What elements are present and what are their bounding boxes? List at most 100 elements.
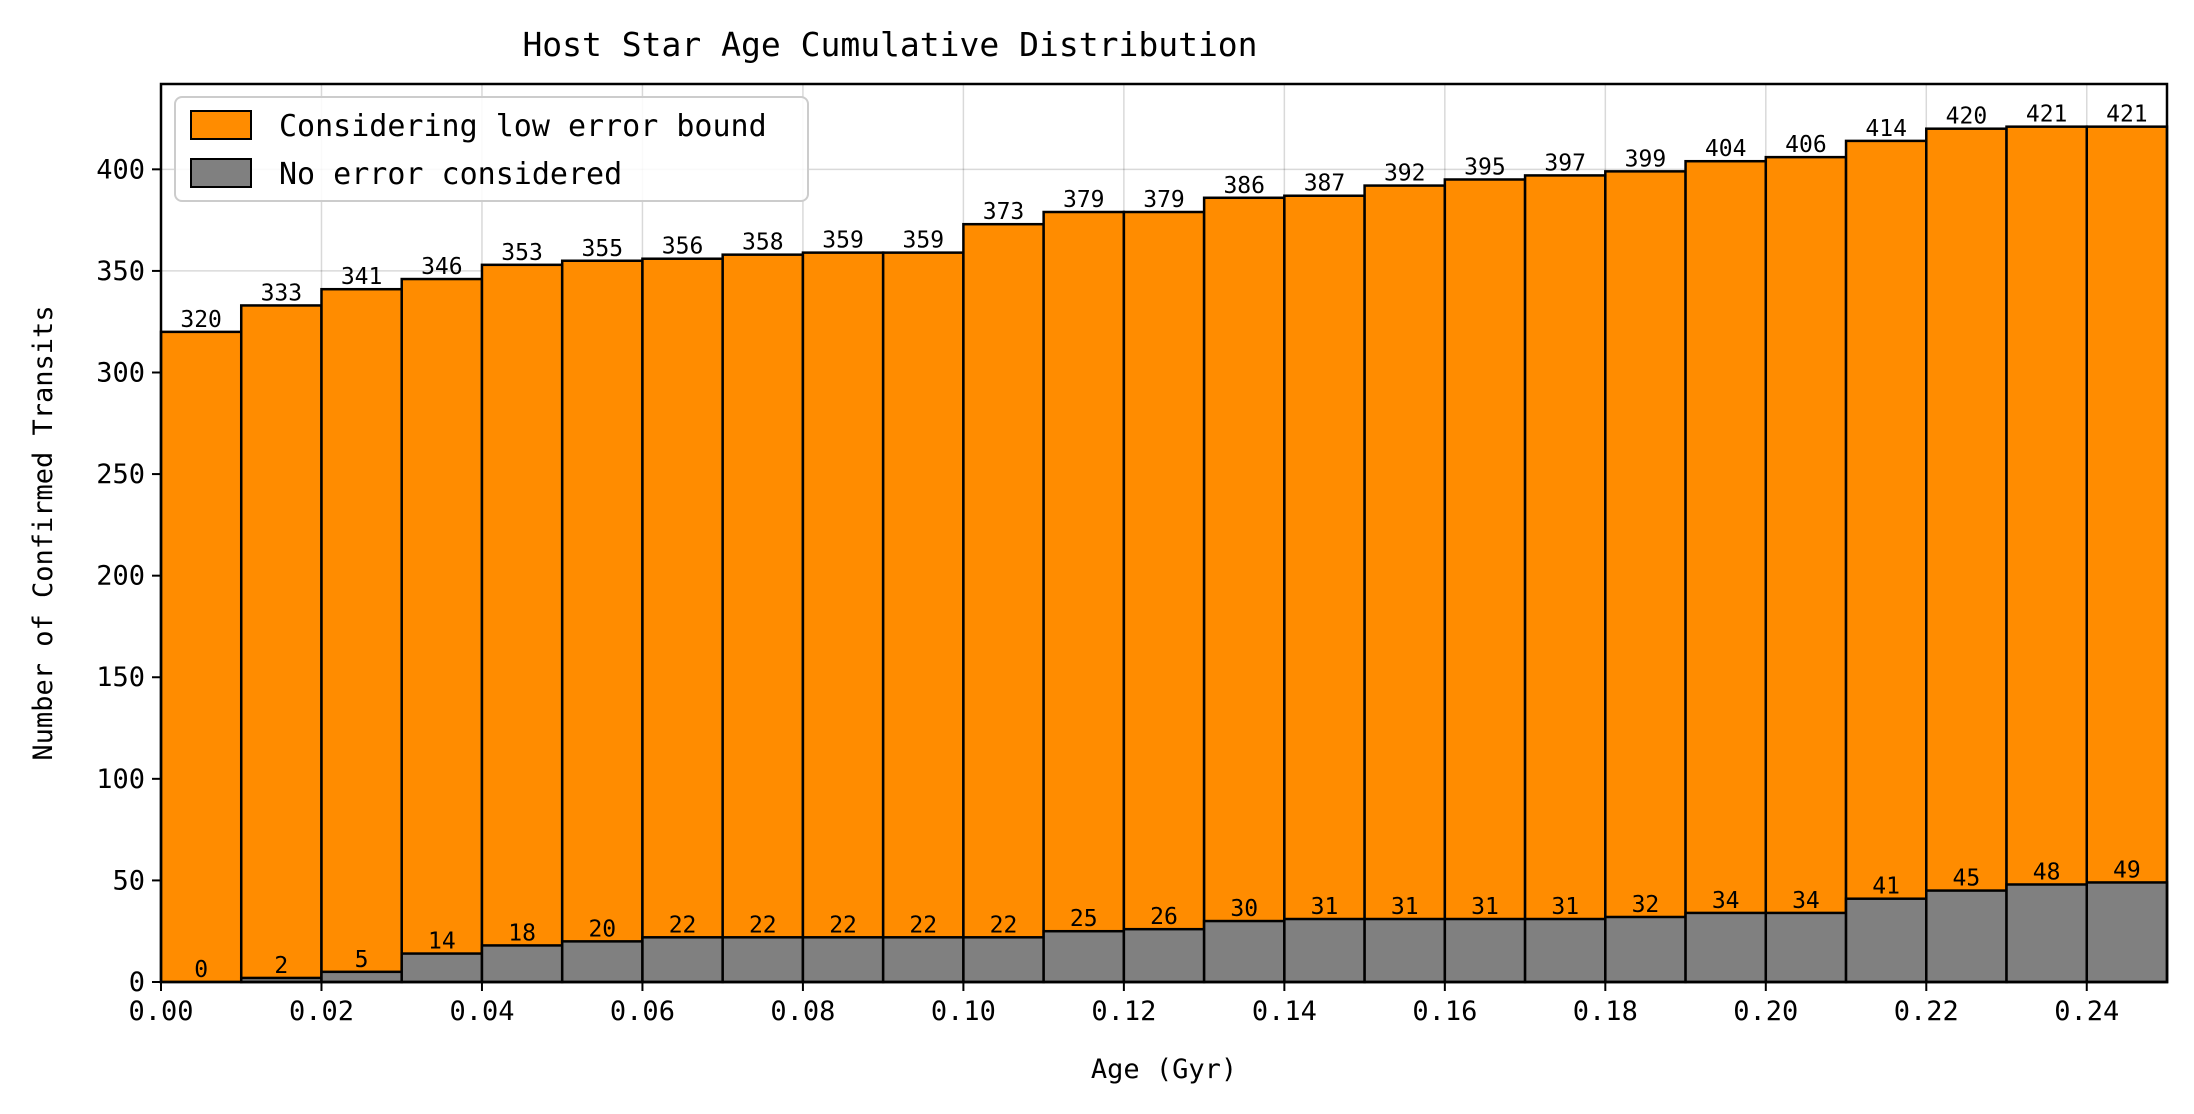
bar-low-error <box>159 330 243 984</box>
bar-no-error <box>1844 897 1928 984</box>
bar-no-error <box>801 936 885 984</box>
data-label-no-error: 26 <box>1150 904 1178 930</box>
data-label-low-error: 358 <box>742 230 784 256</box>
data-label-low-error: 387 <box>1304 171 1346 197</box>
y-axis: 0 50 100 150 200 250 300 350 400 <box>96 154 161 998</box>
data-label-no-error: 30 <box>1230 896 1258 922</box>
bar-no-error <box>881 936 965 984</box>
data-label-no-error: 32 <box>1632 892 1660 918</box>
bar-low-error <box>560 259 644 984</box>
data-label-low-error: 420 <box>1946 104 1988 130</box>
data-label-low-error: 397 <box>1544 150 1586 176</box>
bar-no-error <box>320 970 403 984</box>
x-tick-label: 0.16 <box>1412 996 1477 1027</box>
bar-no-error <box>480 944 564 984</box>
y-axis-label: Number of Confirmed Transits <box>28 305 59 760</box>
data-label-no-error: 49 <box>2113 857 2141 883</box>
data-label-no-error: 34 <box>1712 888 1740 914</box>
bar-low-error <box>1042 210 1126 984</box>
data-label-low-error: 341 <box>341 264 383 290</box>
bar-no-error <box>1523 917 1607 984</box>
x-tick-label: 0.06 <box>610 996 675 1027</box>
y-tick-label: 50 <box>112 865 145 896</box>
data-label-low-error: 320 <box>180 307 222 333</box>
y-tick-label: 300 <box>96 357 145 388</box>
bar-low-error <box>801 251 885 984</box>
y-tick-label: 0 <box>129 967 145 998</box>
bar-no-error <box>1443 917 1527 984</box>
data-label-low-error: 333 <box>261 280 303 306</box>
bars <box>159 125 2169 984</box>
x-tick-label: 0.00 <box>128 996 193 1027</box>
chart-title: Host Star Age Cumulative Distribution <box>522 25 1257 64</box>
data-label-no-error: 31 <box>1471 894 1499 920</box>
y-tick-label: 400 <box>96 154 145 185</box>
data-label-no-error: 18 <box>508 920 536 946</box>
bar-no-error <box>1764 911 1848 984</box>
data-label-no-error: 22 <box>669 912 697 938</box>
bar-no-error <box>1684 911 1768 984</box>
x-axis: 0.00 0.02 0.04 0.06 0.08 0.10 0.12 0.14 0.16 0.18… <box>128 982 2119 1027</box>
bar-low-error <box>721 253 805 984</box>
bar-low-error <box>1844 139 1928 984</box>
x-tick-label: 0.14 <box>1252 996 1317 1027</box>
bar-low-error <box>400 277 484 984</box>
x-tick-label: 0.10 <box>931 996 996 1027</box>
data-label-no-error: 41 <box>1872 874 1900 900</box>
y-tick-label: 250 <box>96 459 145 490</box>
bar-low-error <box>1283 194 1366 984</box>
data-label-low-error: 399 <box>1625 146 1667 172</box>
data-label-no-error: 31 <box>1311 894 1339 920</box>
bar-no-error <box>1202 919 1286 984</box>
bar-low-error <box>480 263 564 984</box>
data-label-no-error: 31 <box>1391 894 1419 920</box>
data-label-no-error: 5 <box>355 947 369 973</box>
bar-no-error <box>641 936 724 984</box>
x-tick-label: 0.20 <box>1733 996 1798 1027</box>
bar-low-error <box>2085 125 2169 984</box>
x-axis-label: Age (Gyr) <box>1091 1054 1237 1085</box>
legend-box <box>174 96 809 202</box>
bar-no-error <box>1363 917 1447 984</box>
bar-no-error <box>1604 915 1687 984</box>
data-label-low-error: 356 <box>662 234 704 260</box>
data-label-low-error: 379 <box>1063 187 1105 213</box>
data-label-low-error: 404 <box>1705 136 1747 162</box>
bar-no-error <box>721 936 805 984</box>
bar-no-error <box>2085 881 2169 984</box>
data-label-no-error: 31 <box>1551 894 1579 920</box>
data-label-no-error: 20 <box>588 916 616 942</box>
data-label-low-error: 421 <box>2106 102 2148 128</box>
data-label-no-error: 45 <box>1953 866 1981 892</box>
bar-low-error <box>962 222 1045 984</box>
x-tick-label: 0.02 <box>289 996 354 1027</box>
bar-low-error <box>881 251 965 984</box>
bar-low-error <box>1764 155 1848 984</box>
legend-label-low-error: Considering low error bound <box>279 109 767 144</box>
x-tick-label: 0.24 <box>2054 996 2119 1027</box>
bar-low-error <box>1122 210 1206 984</box>
data-label-no-error: 2 <box>274 953 288 979</box>
x-tick-label: 0.08 <box>770 996 835 1027</box>
bar-low-error <box>1604 170 1687 984</box>
bar-low-error <box>1202 196 1286 984</box>
data-label-no-error: 25 <box>1070 906 1098 932</box>
legend-swatch-no-error <box>190 158 252 188</box>
bar-no-error <box>2005 883 2089 984</box>
data-label-low-error: 386 <box>1223 173 1265 199</box>
data-label-low-error: 359 <box>822 228 864 254</box>
x-tick-label: 0.12 <box>1091 996 1156 1027</box>
y-tick-label: 100 <box>96 764 145 795</box>
bar-no-error <box>1283 917 1366 984</box>
data-label-low-error: 395 <box>1464 154 1506 180</box>
data-label-no-error: 22 <box>909 912 937 938</box>
data-label-no-error: 48 <box>2033 859 2061 885</box>
y-tick-label: 350 <box>96 256 145 287</box>
bar-low-error <box>320 287 403 984</box>
bar-no-error <box>1925 889 2008 984</box>
legend-label-no-error: No error considered <box>279 157 622 192</box>
data-label-low-error: 392 <box>1384 161 1426 187</box>
data-label-low-error: 353 <box>501 240 543 266</box>
